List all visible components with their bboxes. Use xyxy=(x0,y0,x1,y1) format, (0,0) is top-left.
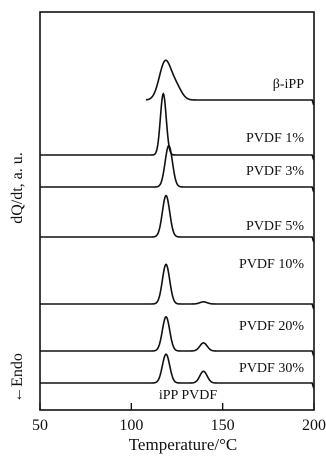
x-axis-label: Temperature/°C xyxy=(129,435,238,454)
curve-pvdf-10 xyxy=(40,263,315,310)
plot-frame xyxy=(39,11,315,411)
curve-pvdf-5 xyxy=(40,194,315,243)
series-label-pvdf-20: PVDF 20% xyxy=(239,319,304,334)
y-axis-label: dQ/dt, a. u. xyxy=(9,152,26,224)
x-ticks-group: 50 100 150 200 xyxy=(32,403,326,434)
curve-ipp xyxy=(145,59,315,106)
endo-annotation: ←Endo xyxy=(9,353,26,403)
curve-pvdf-3 xyxy=(40,144,315,193)
peak-annotation: iPP PVDF xyxy=(159,388,217,403)
curve-pvdf-20 xyxy=(40,315,315,357)
x-tick-label-150: 150 xyxy=(211,417,235,434)
series-label-pvdf-1: PVDF 1% xyxy=(246,131,304,146)
curve-pvdf-30 xyxy=(40,353,315,389)
series-label-ipp: β-iPP xyxy=(273,77,304,92)
x-tick-label-100: 100 xyxy=(119,417,143,434)
curves-group: β-iPP PVDF 1% PVDF 3% PVDF 5% PVDF 10% PVDF 2… xyxy=(40,59,315,389)
series-label-pvdf-30: PVDF 30% xyxy=(239,361,304,376)
series-label-pvdf-3: PVDF 3% xyxy=(246,164,304,179)
curve-pvdf-1 xyxy=(40,92,315,161)
x-tick-label-50: 50 xyxy=(32,417,48,434)
series-label-pvdf-10: PVDF 10% xyxy=(239,257,304,272)
x-tick-label-200: 200 xyxy=(302,417,326,434)
series-label-pvdf-5: PVDF 5% xyxy=(246,219,304,234)
